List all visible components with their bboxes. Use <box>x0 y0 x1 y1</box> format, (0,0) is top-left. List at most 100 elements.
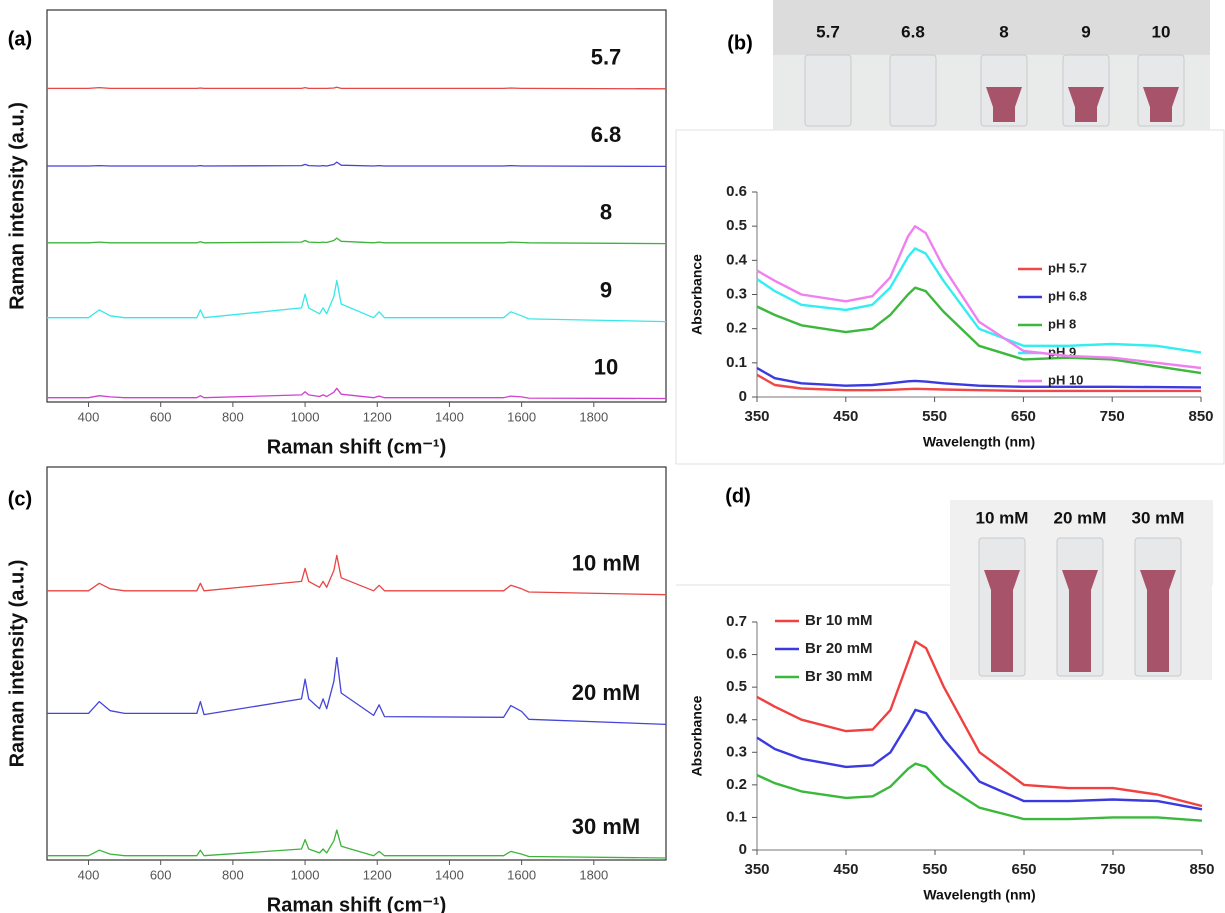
x-tick-label: 1000 <box>291 867 320 882</box>
cuvette <box>804 54 852 127</box>
y-tick-label: 0.2 <box>726 320 747 337</box>
y-tick-label: 0 <box>739 388 747 405</box>
series-label: 20 mM <box>572 680 640 705</box>
cuvette-liquid <box>984 570 1020 672</box>
y-tick-label: 0.1 <box>726 354 747 371</box>
y-tick-label: 0.2 <box>726 776 747 793</box>
series-label: 10 <box>594 354 618 379</box>
y-tick-label: 0 <box>739 841 747 858</box>
legend-label: pH 6.8 <box>1048 288 1087 303</box>
plot-frame <box>46 9 667 403</box>
x-tick-label: 550 <box>922 861 947 878</box>
photo-label: 8 <box>999 22 1008 41</box>
x-tick-label: 800 <box>222 409 244 424</box>
y-tick-label: 0.6 <box>726 183 747 200</box>
photo-label: 30 mM <box>1132 508 1185 527</box>
photo-label: 20 mM <box>1054 508 1107 527</box>
photo-label: 10 <box>1152 22 1171 41</box>
x-tick-label: 1800 <box>579 867 608 882</box>
cuvette-liquid <box>1143 87 1179 122</box>
x-tick-label: 850 <box>1188 408 1213 425</box>
series-label: 30 mM <box>572 814 640 839</box>
spectrum-line <box>47 554 667 596</box>
photo-label: 10 mM <box>976 508 1029 527</box>
spectrum-line <box>756 762 1203 822</box>
x-tick-label: 750 <box>1100 861 1125 878</box>
x-tick-label: 600 <box>150 867 172 882</box>
panel-label: (d) <box>725 485 751 507</box>
panel-label: (a) <box>8 28 32 50</box>
spectrum-line <box>756 247 1202 354</box>
series-label: 5.7 <box>591 45 622 70</box>
spectrum-line <box>47 237 667 245</box>
x-axis-title: Raman shift (cm⁻¹) <box>267 894 446 913</box>
x-tick-label: 1200 <box>363 409 392 424</box>
x-tick-label: 450 <box>833 861 858 878</box>
photo-label: 9 <box>1081 22 1090 41</box>
series-label: 10 mM <box>572 551 640 576</box>
x-tick-label: 1800 <box>579 409 608 424</box>
spectrum-line <box>756 224 1202 370</box>
x-tick-label: 650 <box>1011 861 1036 878</box>
legend-label: pH 8 <box>1048 316 1076 331</box>
legend-label: pH 5.7 <box>1048 260 1087 275</box>
y-tick-label: 0.6 <box>726 646 747 663</box>
y-axis-title: Absorbance <box>689 695 705 776</box>
x-axis-title: Wavelength (nm) <box>923 887 1035 903</box>
spectrum-line <box>756 708 1203 811</box>
x-tick-label: 1400 <box>435 409 464 424</box>
y-tick-label: 0.4 <box>726 711 748 728</box>
x-axis-title: Raman shift (cm⁻¹) <box>267 436 446 458</box>
x-tick-label: 350 <box>744 861 769 878</box>
spectrum-line <box>47 656 667 726</box>
series-label: 6.8 <box>591 122 622 147</box>
x-tick-label: 550 <box>922 408 947 425</box>
legend-label: pH 10 <box>1048 372 1083 387</box>
x-tick-label: 600 <box>150 409 172 424</box>
x-tick-label: 1200 <box>363 867 392 882</box>
spectrum-line <box>756 640 1203 808</box>
cuvette <box>889 54 937 127</box>
x-tick-label: 350 <box>744 408 769 425</box>
x-tick-label: 650 <box>1011 408 1036 425</box>
spectrum-line <box>47 86 667 90</box>
y-tick-label: 0.5 <box>726 217 747 234</box>
x-tick-label: 1000 <box>291 409 320 424</box>
legend-label: Br 10 mM <box>805 612 873 629</box>
spectrum-line <box>756 286 1202 375</box>
series-label: 9 <box>600 277 612 302</box>
photo-band <box>773 0 1210 55</box>
photo-label: 6.8 <box>901 22 925 41</box>
x-tick-label: 850 <box>1189 861 1214 878</box>
x-tick-label: 1400 <box>435 867 464 882</box>
x-tick-label: 800 <box>222 867 244 882</box>
x-tick-label: 400 <box>78 409 100 424</box>
x-tick-label: 450 <box>833 408 858 425</box>
x-tick-label: 750 <box>1100 408 1125 425</box>
spectrum-line <box>47 829 667 859</box>
legend-label: Br 30 mM <box>805 668 873 685</box>
legend-label: Br 20 mM <box>805 640 873 657</box>
panel-label: (b) <box>727 32 753 54</box>
panel-label: (c) <box>8 488 32 510</box>
series-label: 8 <box>600 199 612 224</box>
y-tick-label: 0.4 <box>726 251 748 268</box>
y-tick-label: 0.3 <box>726 743 747 760</box>
x-tick-label: 1600 <box>507 867 536 882</box>
x-axis-title: Wavelength (nm) <box>923 434 1035 450</box>
spectrum-line <box>47 387 667 400</box>
photo-label: 5.7 <box>816 22 840 41</box>
x-tick-label: 400 <box>78 867 100 882</box>
plot-frame <box>46 466 667 861</box>
spectrum-line <box>47 279 667 323</box>
y-axis-title: Raman intensity (a.u.) <box>6 560 28 768</box>
cuvette-liquid <box>1062 570 1098 672</box>
cuvette-liquid <box>1140 570 1176 672</box>
y-tick-label: 0.7 <box>726 613 747 630</box>
x-tick-label: 1600 <box>507 409 536 424</box>
spectrum-line <box>47 161 667 168</box>
y-tick-label: 0.3 <box>726 285 747 302</box>
y-axis-title: Raman intensity (a.u.) <box>6 102 28 310</box>
